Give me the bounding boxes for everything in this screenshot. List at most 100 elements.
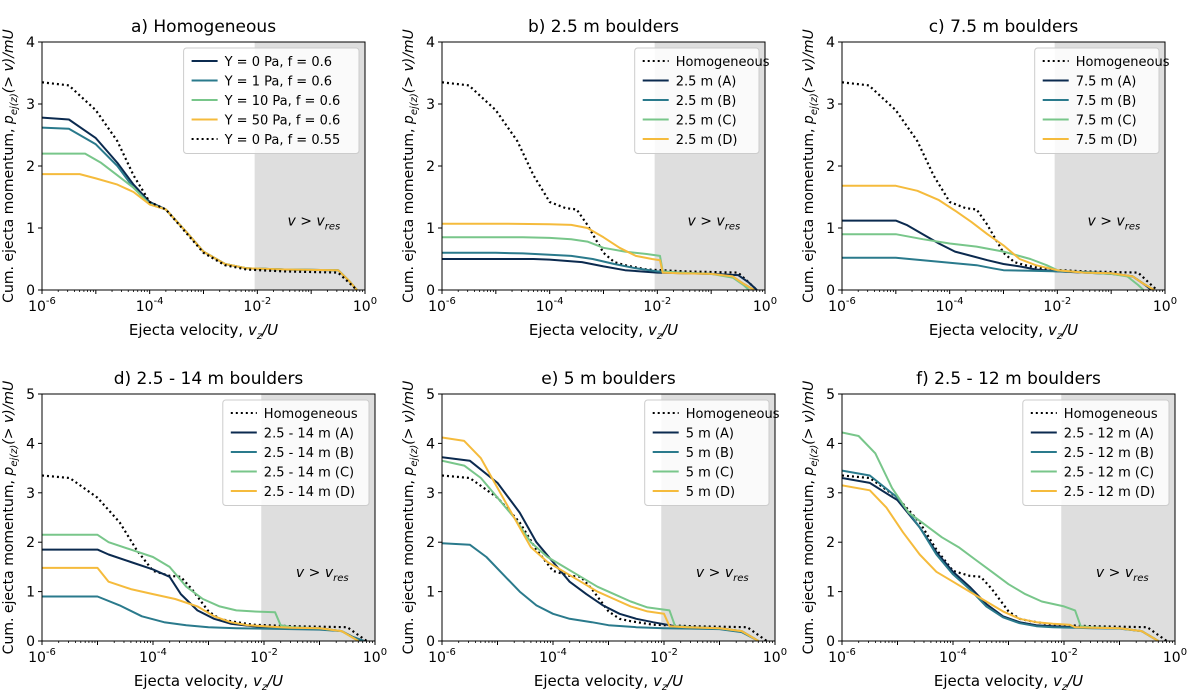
legend: Homogeneous 2.5 m (A) 2.5 m (B) 2.5 m (C) 2.… (634, 47, 770, 154)
series-line-5 (842, 184, 1155, 290)
x-tick-label: 100 (753, 296, 777, 315)
y-tick-label: 3 (826, 486, 835, 502)
chart-panel-6: v > vres 0 1 2 3 4 5 10-6 10-4 10-2 100 f) 2.5 - 12… (801, 369, 1187, 693)
y-tick-label: 5 (826, 387, 835, 403)
x-axis-label: Ejecta velocity, vz/U (934, 672, 1083, 693)
series-line-5 (842, 484, 1159, 641)
chart-title: d) 2.5 - 14 m boulders (114, 369, 304, 389)
series-line-5 (42, 566, 359, 641)
legend-entry: 2.5 m (A) (676, 75, 737, 90)
y-tick-label: 0 (426, 283, 435, 299)
x-axis-label: Ejecta velocity, vz/U (134, 672, 283, 693)
series-line-2 (442, 258, 758, 290)
x-tick-label: 10-6 (828, 296, 856, 315)
series-line-5 (42, 81, 358, 290)
x-tick-label: 10-2 (650, 647, 678, 666)
x-axis-label: Ejecta velocity, vz/U (534, 672, 683, 693)
legend-entry: 5 m (A) (686, 427, 734, 442)
chart-panel-1: v > vres 0 1 2 3 4 10-6 10-4 10-2 100 a) Homogeneo… (1, 17, 377, 342)
y-axis-label: Cum. ejecta momentum, pej(z)(> v)/mU (801, 381, 820, 655)
x-tick-label: 10-6 (828, 647, 856, 666)
y-tick-label: 2 (26, 535, 35, 551)
y-tick-label: 1 (826, 585, 835, 601)
legend-box (222, 399, 370, 506)
y-tick-label: 4 (26, 436, 35, 452)
x-tick-label: 10-4 (536, 296, 564, 315)
y-tick-label: 2 (426, 159, 435, 175)
legend: Homogeneous 5 m (A) 5 m (B) 5 m (C) 5 m (D) (644, 399, 780, 506)
y-tick-label: 1 (426, 221, 435, 237)
legend-box (634, 47, 760, 154)
series-line-5 (442, 436, 759, 641)
shade-label: v > vres (696, 565, 749, 584)
y-tick-label: 1 (426, 585, 435, 601)
legend-entry: Y = 0 Pa, f = 0.55 (224, 133, 341, 148)
series-line-3 (442, 542, 759, 641)
x-tick-label: 10-4 (939, 647, 967, 666)
legend-box (183, 47, 360, 154)
legend-entry: 7.5 m (B) (1076, 94, 1137, 109)
series-line-1 (842, 81, 1158, 290)
y-tick-label: 2 (426, 535, 435, 551)
legend-entry: 2.5 - 14 m (D) (264, 485, 355, 500)
x-tick-label: 10-2 (250, 647, 278, 666)
legend: Homogeneous 2.5 - 12 m (A) 2.5 - 12 m (B) 2… (1022, 399, 1170, 506)
y-tick-label: 5 (426, 387, 435, 403)
x-tick-label: 100 (353, 296, 377, 315)
legend-entry: 2.5 m (C) (676, 114, 737, 129)
shade-label: v > vres (288, 214, 341, 233)
legend-entry: 7.5 m (C) (1076, 114, 1137, 129)
legend-entry: Y = 10 Pa, f = 0.6 (224, 94, 341, 109)
x-tick-label: 10-4 (936, 296, 964, 315)
y-tick-label: 4 (826, 436, 835, 452)
y-axis-label: Cum. ejecta momentum, pej(z)(> v)/mU (1, 29, 20, 303)
legend-entry: Homogeneous (1064, 407, 1158, 422)
y-tick-label: 1 (826, 221, 835, 237)
y-axis-label: Cum. ejecta momentum, pej(z)(> v)/mU (801, 29, 820, 303)
y-tick-label: 2 (826, 535, 835, 551)
y-tick-label: 4 (426, 35, 435, 51)
legend-entry: 2.5 - 12 m (C) (1064, 466, 1154, 481)
y-tick-label: 5 (26, 387, 35, 403)
x-tick-label: 10-2 (243, 296, 271, 315)
legend-entry: 7.5 m (D) (1076, 133, 1138, 148)
legend-box (1034, 47, 1160, 154)
legend-entry: 2.5 m (D) (676, 133, 738, 148)
chart-panel-2: v > vres 0 1 2 3 4 10-6 10-4 10-2 100 b) 2.5 m bou… (401, 17, 777, 342)
x-tick-label: 10-6 (28, 647, 56, 666)
x-tick-label: 10-4 (136, 296, 164, 315)
y-tick-label: 3 (826, 97, 835, 113)
legend-entry: 2.5 m (B) (676, 94, 737, 109)
y-tick-label: 4 (826, 35, 835, 51)
x-tick-label: 10-2 (1050, 647, 1078, 666)
legend-entry: 7.5 m (A) (1076, 75, 1137, 90)
legend-entry: Y = 50 Pa, f = 0.6 (224, 114, 341, 129)
x-tick-label: 10-2 (1043, 296, 1071, 315)
x-axis-label: Ejecta velocity, vz/U (129, 321, 278, 342)
y-tick-label: 1 (26, 585, 35, 601)
y-axis-label: Cum. ejecta momentum, pej(z)(> v)/mU (1, 381, 20, 655)
y-tick-label: 1 (26, 221, 35, 237)
y-tick-label: 2 (26, 159, 35, 175)
x-tick-label: 10-6 (428, 647, 456, 666)
x-tick-label: 10-4 (539, 647, 567, 666)
y-tick-label: 3 (26, 486, 35, 502)
x-tick-label: 100 (363, 647, 387, 666)
x-axis-label: Ejecta velocity, vz/U (529, 321, 678, 342)
legend-entry: Homogeneous (264, 407, 358, 422)
y-tick-label: 2 (826, 159, 835, 175)
legend-entry: 2.5 - 12 m (A) (1064, 427, 1154, 442)
y-tick-label: 3 (426, 97, 435, 113)
legend: Homogeneous 2.5 - 14 m (A) 2.5 - 14 m (B) 2… (222, 399, 370, 506)
y-tick-label: 0 (826, 634, 835, 650)
legend-entry: 2.5 - 14 m (A) (264, 427, 354, 442)
chart-panel-3: v > vres 0 1 2 3 4 10-6 10-4 10-2 100 c) 7.5 m bou… (801, 17, 1177, 342)
x-tick-label: 10-6 (428, 296, 456, 315)
shade-label: v > vres (296, 565, 349, 584)
chart-title: a) Homogeneous (131, 17, 276, 37)
x-tick-label: 10-4 (139, 647, 167, 666)
legend-entry: 2.5 - 12 m (D) (1064, 485, 1155, 500)
legend-box (644, 399, 770, 506)
legend-entry: 2.5 - 14 m (B) (264, 446, 354, 461)
